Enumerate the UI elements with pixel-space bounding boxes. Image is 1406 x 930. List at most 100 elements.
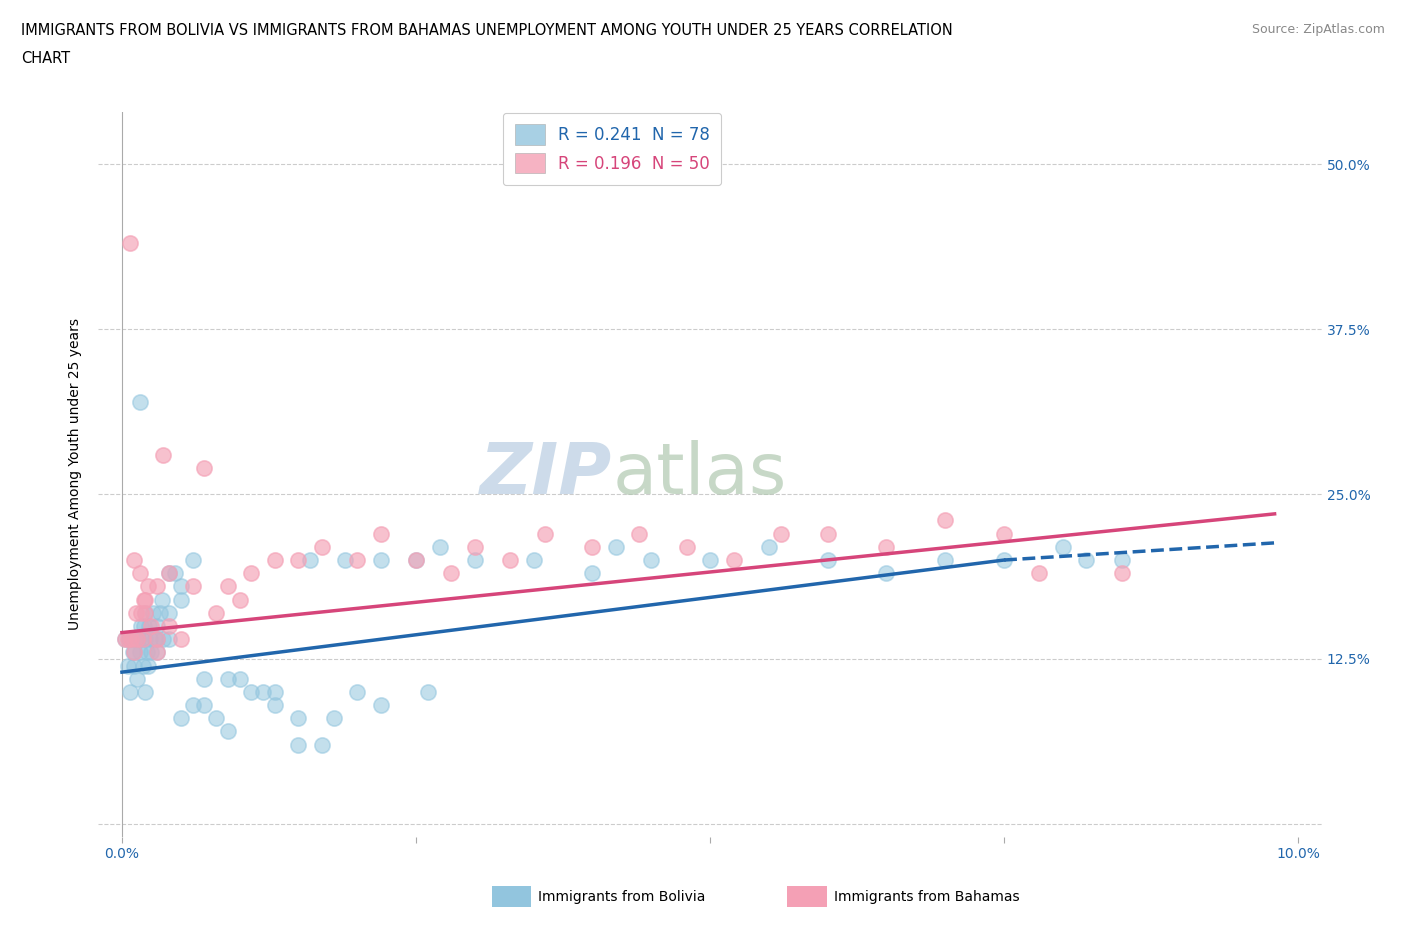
Text: Immigrants from Bahamas: Immigrants from Bahamas (834, 889, 1019, 904)
Point (132, 631, 155, 646)
Point (769, 526, 792, 541)
Point (370, 526, 392, 541)
Point (170, 579, 193, 594)
Point (150, 592, 173, 607)
Point (120, 631, 142, 646)
Point (464, 539, 486, 554)
Point (217, 579, 239, 594)
Point (346, 684, 368, 699)
Point (120, 631, 142, 646)
Point (875, 539, 897, 554)
Point (675, 539, 697, 554)
Point (1028, 565, 1050, 580)
Point (181, 552, 204, 567)
Point (117, 658, 139, 673)
Point (170, 592, 193, 607)
Point (263, 684, 285, 699)
Point (146, 631, 169, 646)
Point (129, 605, 152, 620)
Point (1076, 552, 1098, 567)
Point (134, 592, 156, 607)
Point (129, 618, 152, 633)
Point (181, 698, 204, 712)
Point (640, 552, 662, 567)
Point (146, 631, 169, 646)
Point (240, 565, 263, 580)
Point (405, 552, 427, 567)
Point (122, 658, 145, 673)
Point (125, 605, 148, 620)
Point (141, 644, 163, 659)
Point (228, 592, 250, 607)
Point (440, 565, 463, 580)
Text: Source: ZipAtlas.com: Source: ZipAtlas.com (1251, 23, 1385, 36)
Point (581, 565, 603, 580)
Point (263, 698, 285, 712)
Point (170, 711, 193, 725)
Point (287, 552, 309, 567)
Point (205, 605, 228, 620)
Point (128, 644, 150, 659)
Point (120, 236, 142, 251)
Point (993, 552, 1015, 567)
Point (128, 565, 150, 580)
Point (299, 552, 322, 567)
Point (157, 605, 180, 620)
Point (405, 552, 427, 567)
Point (157, 618, 180, 633)
Point (322, 711, 344, 725)
Point (534, 526, 557, 541)
Point (132, 658, 155, 673)
Text: CHART: CHART (21, 51, 70, 66)
Point (134, 605, 156, 620)
Point (193, 460, 215, 475)
Point (934, 552, 956, 567)
Point (217, 671, 239, 686)
Y-axis label: Unemployment Among Youth under 25 years: Unemployment Among Youth under 25 years (69, 318, 83, 631)
Point (136, 579, 159, 594)
Point (139, 631, 162, 646)
Point (416, 684, 439, 699)
Point (311, 539, 333, 554)
Point (127, 631, 149, 646)
Point (120, 684, 142, 699)
Point (934, 513, 956, 528)
Point (122, 644, 145, 659)
Point (127, 631, 149, 646)
Point (122, 644, 145, 659)
Point (263, 552, 285, 567)
Point (817, 552, 839, 567)
Point (136, 658, 159, 673)
Point (125, 631, 148, 646)
Point (157, 631, 180, 646)
Point (157, 565, 180, 580)
Point (193, 698, 215, 712)
Point (1111, 565, 1133, 580)
Point (581, 539, 603, 554)
Point (464, 552, 486, 567)
Legend: R = 0.241  N = 78, R = 0.196  N = 50: R = 0.241 N = 78, R = 0.196 N = 50 (503, 113, 721, 185)
Point (128, 394, 150, 409)
Point (370, 552, 392, 567)
Point (149, 605, 172, 620)
Point (758, 539, 780, 554)
Point (134, 684, 156, 699)
Text: ZIP: ZIP (479, 440, 612, 509)
Point (287, 711, 309, 725)
Point (217, 724, 239, 739)
Text: Immigrants from Bolivia: Immigrants from Bolivia (538, 889, 706, 904)
Point (605, 539, 627, 554)
Point (875, 565, 897, 580)
Point (1052, 539, 1074, 554)
Point (117, 631, 139, 646)
Point (157, 565, 180, 580)
Point (146, 644, 169, 659)
Point (146, 579, 169, 594)
Point (127, 671, 149, 686)
Point (134, 618, 156, 633)
Point (152, 447, 174, 462)
Point (499, 552, 522, 567)
Point (163, 565, 186, 580)
Point (346, 552, 368, 567)
Point (138, 618, 160, 633)
